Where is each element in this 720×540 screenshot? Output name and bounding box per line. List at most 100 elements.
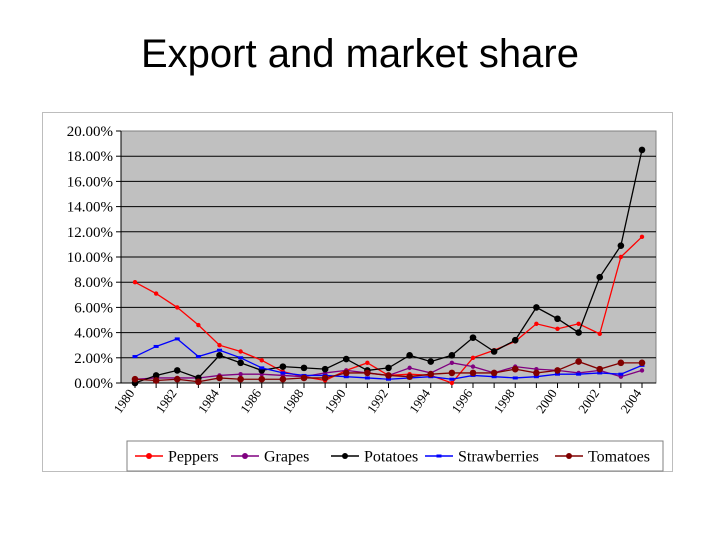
data-point bbox=[238, 371, 243, 377]
data-point bbox=[342, 355, 350, 363]
data-point bbox=[258, 375, 266, 383]
x-tick-label: 1982 bbox=[153, 386, 180, 416]
data-point bbox=[364, 369, 371, 377]
x-tick-label: 1988 bbox=[279, 386, 306, 416]
data-point bbox=[131, 375, 139, 383]
data-point bbox=[300, 364, 308, 372]
data-point bbox=[217, 343, 222, 348]
data-point bbox=[533, 369, 540, 377]
x-tick-label: 1984 bbox=[195, 386, 222, 416]
data-point bbox=[407, 365, 412, 371]
data-point bbox=[617, 242, 625, 249]
y-tick-label: 18.00% bbox=[67, 149, 113, 165]
y-tick-label: 2.00% bbox=[74, 351, 113, 367]
legend-marker bbox=[566, 453, 572, 459]
data-point bbox=[153, 344, 159, 348]
data-point bbox=[469, 334, 477, 341]
legend-label: Grapes bbox=[264, 449, 309, 466]
x-tick-label: 1998 bbox=[491, 386, 518, 416]
data-point bbox=[449, 360, 455, 366]
data-point bbox=[448, 369, 456, 377]
x-tick-label: 2000 bbox=[533, 386, 560, 416]
data-point bbox=[617, 359, 625, 367]
x-tick-label: 1980 bbox=[110, 386, 137, 416]
data-point bbox=[321, 374, 329, 382]
y-tick-label: 20.00% bbox=[67, 124, 113, 140]
data-point bbox=[259, 358, 264, 363]
data-point bbox=[343, 375, 349, 379]
data-point bbox=[638, 359, 646, 367]
data-point bbox=[237, 359, 244, 367]
legend-marker bbox=[242, 453, 248, 459]
legend-item-strawberries: Strawberries bbox=[425, 449, 539, 466]
data-point bbox=[280, 371, 286, 375]
x-tick-label: 1990 bbox=[322, 386, 349, 416]
data-point bbox=[132, 355, 138, 359]
data-point bbox=[216, 351, 223, 359]
data-point bbox=[152, 377, 160, 384]
data-point bbox=[575, 329, 582, 336]
data-point bbox=[217, 348, 222, 352]
data-point bbox=[597, 371, 603, 375]
data-point bbox=[132, 280, 138, 285]
data-point bbox=[259, 366, 265, 370]
data-point bbox=[174, 337, 180, 341]
data-point bbox=[279, 363, 287, 370]
data-point bbox=[638, 146, 646, 154]
data-point bbox=[321, 365, 329, 373]
data-point bbox=[470, 355, 476, 360]
data-point bbox=[406, 373, 413, 381]
data-point bbox=[427, 370, 435, 378]
data-point bbox=[469, 369, 477, 377]
x-tick-label: 1986 bbox=[237, 386, 264, 416]
data-point bbox=[534, 321, 539, 326]
data-point bbox=[555, 326, 560, 332]
y-tick-label: 0.00% bbox=[74, 376, 113, 392]
legend-item-potatoes: Potatoes bbox=[331, 449, 418, 466]
y-tick-label: 10.00% bbox=[67, 250, 113, 266]
legend-label: Potatoes bbox=[364, 449, 418, 466]
data-point bbox=[153, 291, 159, 296]
legend-marker bbox=[146, 453, 152, 459]
data-point bbox=[618, 254, 624, 260]
data-point bbox=[175, 305, 180, 310]
data-point bbox=[449, 377, 455, 381]
legend-label: Tomatoes bbox=[588, 449, 650, 466]
legend-item-tomatoes: Tomatoes bbox=[555, 449, 650, 466]
y-tick-label: 12.00% bbox=[67, 225, 113, 241]
legend-marker bbox=[436, 454, 442, 458]
chart-frame: 0.00% 2.00% 4.00% 6.00% 8.00% 10.00% 12.00% 14.… bbox=[42, 112, 673, 472]
data-point bbox=[596, 273, 604, 281]
series-tomatoes bbox=[131, 358, 646, 386]
data-point bbox=[237, 375, 244, 383]
data-point bbox=[576, 372, 582, 376]
data-point bbox=[639, 234, 645, 240]
data-point bbox=[195, 355, 201, 359]
y-tick-label: 16.00% bbox=[67, 174, 113, 190]
slide-title: Export and market share bbox=[141, 32, 579, 76]
data-point bbox=[554, 367, 561, 374]
data-point bbox=[152, 372, 160, 379]
data-point bbox=[216, 374, 223, 382]
data-point bbox=[511, 336, 519, 344]
data-point bbox=[300, 374, 308, 382]
x-tick-label: 1994 bbox=[406, 386, 433, 416]
data-point bbox=[449, 380, 455, 386]
data-point bbox=[470, 364, 476, 369]
x-tick-label: 1996 bbox=[448, 386, 475, 416]
data-point bbox=[238, 349, 243, 354]
data-point bbox=[597, 331, 602, 337]
data-point bbox=[554, 315, 561, 323]
data-point bbox=[342, 369, 350, 377]
data-point bbox=[279, 375, 287, 383]
data-point bbox=[618, 372, 624, 376]
data-point bbox=[385, 372, 392, 379]
x-tick-label: 2004 bbox=[617, 386, 644, 416]
data-point bbox=[533, 304, 540, 311]
data-point bbox=[491, 375, 497, 379]
line-chart: 0.00% 2.00% 4.00% 6.00% 8.00% 10.00% 12.00% 14.… bbox=[67, 124, 664, 472]
data-point bbox=[511, 365, 519, 373]
data-point bbox=[195, 378, 202, 386]
data-point bbox=[365, 360, 370, 366]
legend-marker bbox=[342, 453, 348, 459]
